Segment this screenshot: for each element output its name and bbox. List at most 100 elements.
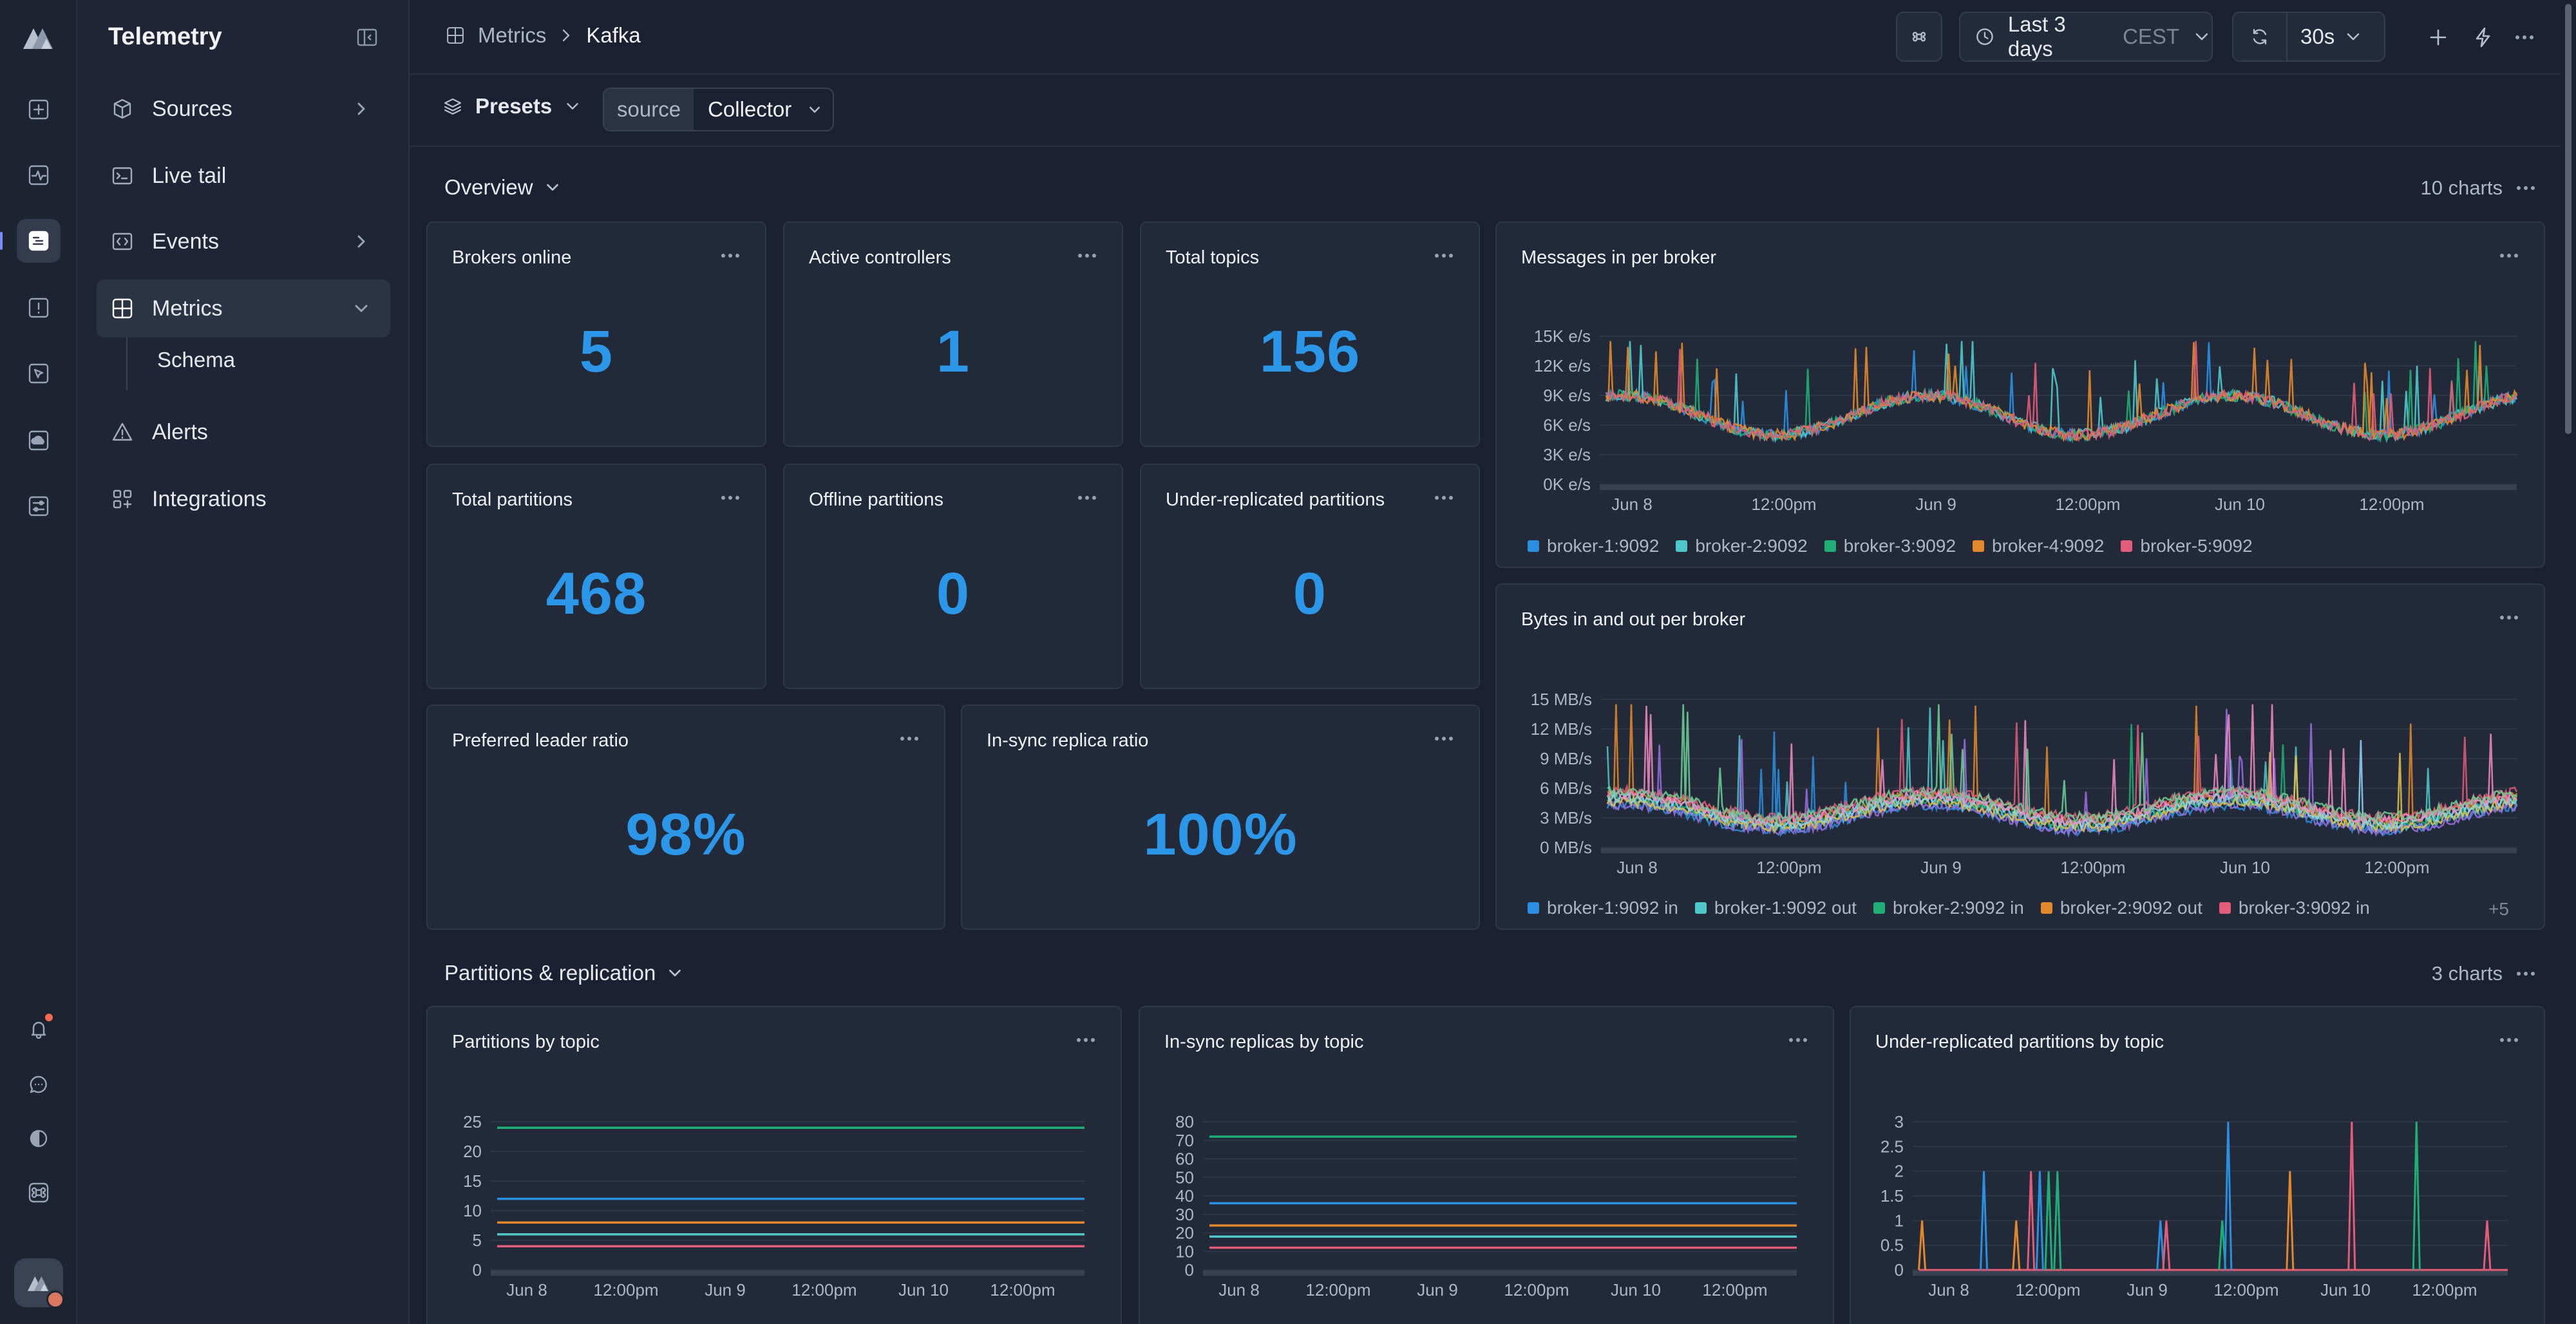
legend-item[interactable]: broker-2:9092 out	[2040, 898, 2202, 918]
legend-swatch	[2121, 540, 2133, 552]
legend-item[interactable]: broker-5:9092	[2121, 536, 2253, 556]
sidebar-item-metrics[interactable]: Metrics	[97, 279, 390, 337]
sidebar-subitem-schema[interactable]: Schema	[157, 348, 236, 372]
activity-icon[interactable]	[17, 153, 61, 197]
x-axis-bar	[1601, 848, 2517, 853]
more-icon[interactable]	[1078, 254, 1096, 258]
logo-icon[interactable]	[18, 19, 59, 55]
bytes-chart[interactable]: 15 MB/s 12 MB/s 9 MB/s 6 MB/s 3 MB/s 0 MB/s Ju…	[1497, 585, 2546, 931]
y-tick-label: 25	[463, 1112, 482, 1131]
more-icon[interactable]	[721, 496, 739, 500]
more-icon[interactable]	[1435, 496, 1453, 500]
scrollbar-thumb[interactable]	[2565, 4, 2571, 434]
more-icon[interactable]	[721, 254, 739, 258]
spike-mark	[2027, 1171, 2036, 1271]
legend-item[interactable]: broker-2:9092	[1676, 536, 1808, 556]
command-menu-button[interactable]	[1896, 12, 1942, 62]
more-icon[interactable]	[900, 737, 918, 741]
spike-mark	[2035, 1171, 2044, 1271]
urp-by-topic-chart[interactable]: 3 2.5 2 1.5 1 0.5 0 Jun 8 12:00pm Jun 9 12:00pm Jun…	[1851, 1007, 2546, 1324]
add-icon[interactable]	[2425, 24, 2451, 50]
theme-icon[interactable]	[17, 1117, 61, 1160]
sidebar-item-integrations[interactable]: Integrations	[97, 470, 390, 528]
sidebar-item-alerts[interactable]: Alerts	[97, 403, 390, 461]
panel-title: Preferred leader ratio	[452, 730, 629, 751]
spike-mark	[2156, 1220, 2165, 1271]
more-icon[interactable]	[2517, 186, 2535, 190]
more-icon[interactable]	[2517, 972, 2535, 976]
presets-dropdown[interactable]: Presets	[442, 94, 582, 118]
breadcrumb-parent[interactable]: Metrics	[478, 23, 547, 47]
cloud-icon[interactable]	[17, 419, 61, 462]
bell-icon[interactable]	[17, 1007, 61, 1051]
more-icon[interactable]	[1789, 1038, 1807, 1042]
y-tick-label: 15	[463, 1171, 482, 1191]
more-icon[interactable]	[2500, 254, 2518, 258]
x-tick-label: 12:00pm	[1702, 1280, 1767, 1300]
sidebar-item-label: Alerts	[152, 419, 208, 444]
x-tick-label: Jun 9	[1915, 495, 1956, 514]
avatar[interactable]	[14, 1258, 64, 1309]
more-icon[interactable]	[2500, 616, 2518, 619]
legend-swatch	[1824, 540, 1836, 552]
sidebar-item-events[interactable]: Events	[97, 213, 390, 270]
y-tick-label: 2.5	[1880, 1137, 1904, 1156]
x-tick-label: 12:00pm	[2364, 858, 2429, 877]
logs-icon[interactable]	[0, 219, 61, 263]
stat-value: 156	[1259, 319, 1361, 384]
section-title: Overview	[444, 175, 533, 199]
command-icon[interactable]	[17, 1171, 61, 1215]
chevron-down-icon	[2347, 33, 2360, 41]
stat-panel: Total partitions 468	[426, 464, 766, 689]
isr-by-topic-panel: In-sync replicas by topic 80 70 60 50 40 30 20…	[1139, 1006, 1834, 1324]
legend-more-count[interactable]: +5	[2488, 899, 2509, 919]
refresh-interval-label[interactable]: 30s	[2300, 24, 2335, 48]
dashboard-icon[interactable]	[17, 88, 61, 131]
partitions-by-topic-chart[interactable]: 25 20 15 10 5 0 Jun 8 12:00pm Jun 9 12:00pm Jun 10…	[428, 1007, 1123, 1324]
y-tick-label: 0 MB/s	[1540, 838, 1592, 857]
legend-item[interactable]: broker-2:9092 in	[1873, 898, 2024, 918]
refresh-icon	[2253, 29, 2267, 44]
section-partitions-toggle[interactable]: Partitions & replication	[444, 961, 684, 985]
legend-item[interactable]: broker-1:9092 in	[1528, 898, 1678, 918]
more-icon[interactable]	[1077, 1038, 1095, 1042]
more-icon[interactable]	[2500, 1038, 2518, 1042]
x-axis-bar	[1913, 1271, 2508, 1276]
more-icon[interactable]	[2515, 24, 2541, 50]
y-tick-label: 10	[463, 1201, 482, 1220]
legend-item[interactable]: broker-3:9092	[1824, 536, 1956, 556]
time-range-picker[interactable]: Last 3 days CEST	[1959, 12, 2213, 62]
pointer-icon[interactable]	[17, 352, 61, 395]
legend-item[interactable]: broker-1:9092	[1528, 536, 1659, 556]
section-count-label: 10 charts	[2420, 176, 2503, 199]
source-filter[interactable]: source Collector	[603, 88, 835, 131]
chevron-down-icon	[352, 299, 371, 318]
legend-item[interactable]: broker-3:9092 in	[2219, 898, 2370, 918]
series-line	[1607, 704, 2517, 824]
x-tick-label: Jun 8	[1218, 1280, 1260, 1300]
series-line	[1606, 704, 2517, 828]
more-icon[interactable]	[1435, 737, 1453, 741]
legend-item[interactable]: broker-1:9092 out	[1694, 898, 1857, 918]
scrollbar[interactable]	[2561, 0, 2576, 1324]
more-icon[interactable]	[1435, 254, 1453, 258]
stat-panel: Active controllers 1	[783, 222, 1123, 447]
tree-line	[126, 337, 128, 390]
sidebar-item-sources[interactable]: Sources	[97, 80, 390, 138]
chat-icon[interactable]	[17, 1063, 61, 1106]
sidebar-item-live-tail[interactable]: Live tail	[97, 147, 390, 205]
refresh-button[interactable]	[2233, 13, 2287, 61]
messages-chart[interactable]: 15K e/s 12K e/s 9K e/s 6K e/s 3K e/s 0K e/s Ju…	[1497, 223, 2546, 569]
collapse-sidebar-icon[interactable]	[354, 24, 380, 50]
legend-item[interactable]: broker-4:9092	[1973, 536, 2104, 556]
settings-icon[interactable]	[17, 484, 61, 528]
stat-panel: Preferred leader ratio 98%	[426, 705, 945, 930]
legend-label: broker-1:9092	[1547, 536, 1660, 556]
more-icon[interactable]	[1078, 496, 1096, 500]
sidebar-item-label: Sources	[152, 96, 232, 121]
alert-icon[interactable]	[17, 286, 61, 330]
lightning-icon[interactable]	[2470, 24, 2496, 50]
spike-mark	[2012, 1220, 2021, 1271]
section-overview-toggle[interactable]: Overview	[444, 175, 562, 200]
